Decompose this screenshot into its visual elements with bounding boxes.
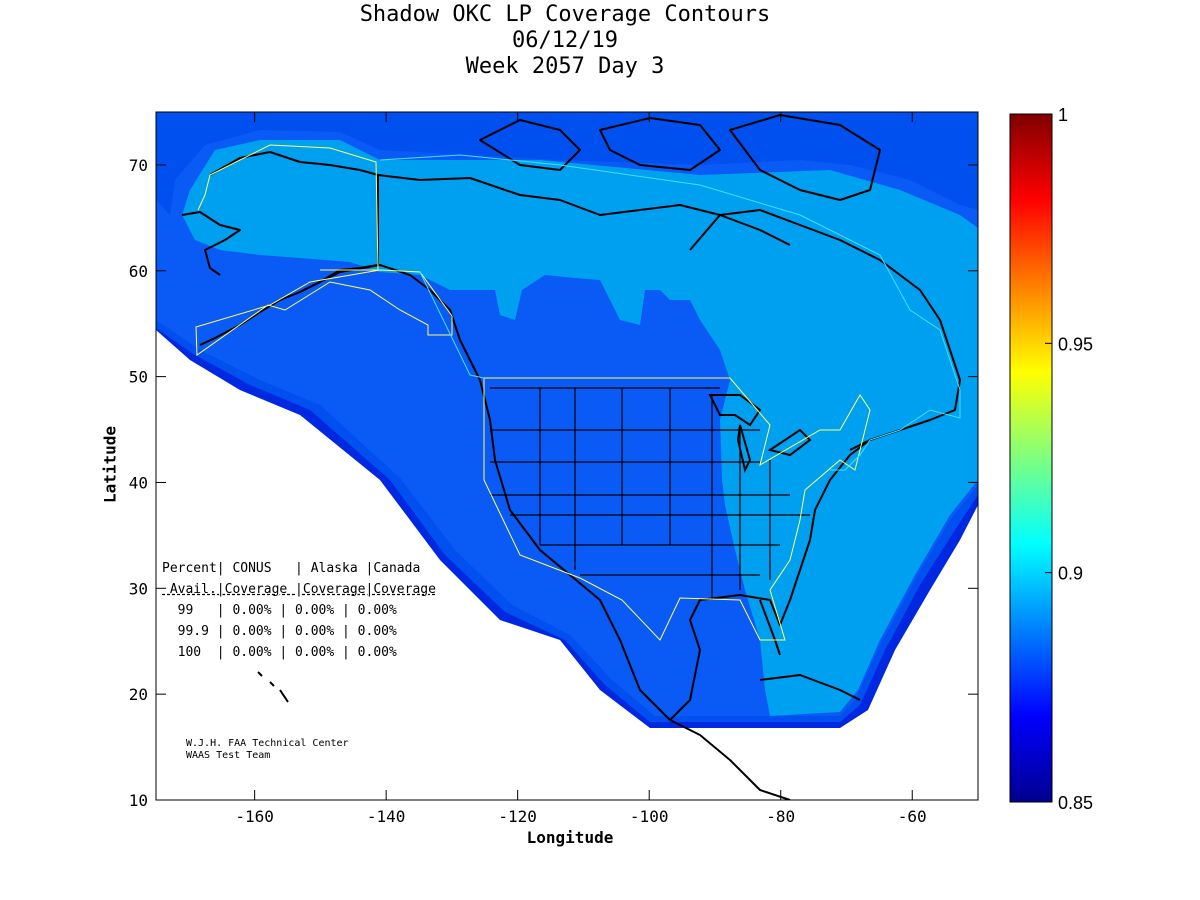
coverage-table-row: 99.9 | 0.00% | 0.00% | 0.00%	[162, 624, 397, 639]
x-axis-label: Longitude	[526, 828, 614, 847]
x-axis-ticks: -160 -140 -120 -100 -80 -60	[235, 112, 927, 826]
colorbar-tick-label: 0.9	[1058, 564, 1083, 584]
chart-title: Shadow OKC LP Coverage Contours	[359, 2, 771, 27]
y-tick-label: 70	[129, 156, 148, 175]
coverage-table-row: 100 | 0.00% | 0.00% | 0.00%	[162, 645, 397, 660]
map-area	[156, 112, 978, 800]
coastlines	[181, 114, 961, 800]
y-tick-label: 60	[129, 262, 148, 281]
y-tick-label: 30	[129, 579, 148, 598]
coverage-table-row: 99 | 0.00% | 0.00% | 0.00%	[162, 603, 397, 618]
coverage-table-header1: Percent| CONUS | Alaska |Canada	[162, 561, 421, 576]
state-borders	[490, 387, 810, 600]
credit-line2: WAAS Test Team	[186, 750, 271, 761]
x-tick-label: -60	[898, 807, 927, 826]
x-tick-label: -100	[630, 807, 669, 826]
y-tick-label: 20	[129, 685, 148, 704]
x-tick-label: -120	[498, 807, 537, 826]
coverage-table-header2: Avail.|Coverage |Coverage|Coverage	[162, 582, 436, 597]
x-tick-label: -80	[766, 807, 795, 826]
y-tick-label: 10	[129, 791, 148, 810]
y-tick-label: 40	[129, 473, 148, 492]
y-axis-ticks: 70 60 50 40 30 20 10	[129, 156, 978, 810]
coverage-outer-ring-top	[156, 112, 978, 215]
chart-week: Week 2057 Day 3	[465, 54, 665, 79]
x-tick-label: -160	[235, 807, 274, 826]
great-lakes	[708, 394, 812, 473]
coverage-light-region	[182, 140, 978, 716]
y-axis-label: Latitude	[100, 425, 120, 504]
credit-line1: W.J.H. FAA Technical Center	[186, 738, 349, 749]
colorbar	[1009, 113, 1053, 803]
colorbar-tick-label: 1	[1058, 105, 1068, 125]
colorbar-tick-label: 0.95	[1058, 334, 1093, 354]
x-tick-label: -140	[367, 807, 406, 826]
colorbar-ticks: 1 0.95 0.9 0.85	[1045, 105, 1093, 813]
chart-date: 06/12/19	[512, 28, 618, 53]
service-boundaries	[195, 144, 961, 641]
y-tick-label: 50	[129, 368, 148, 387]
colorbar-tick-label: 0.85	[1058, 793, 1093, 813]
plot-frame	[155, 111, 979, 801]
